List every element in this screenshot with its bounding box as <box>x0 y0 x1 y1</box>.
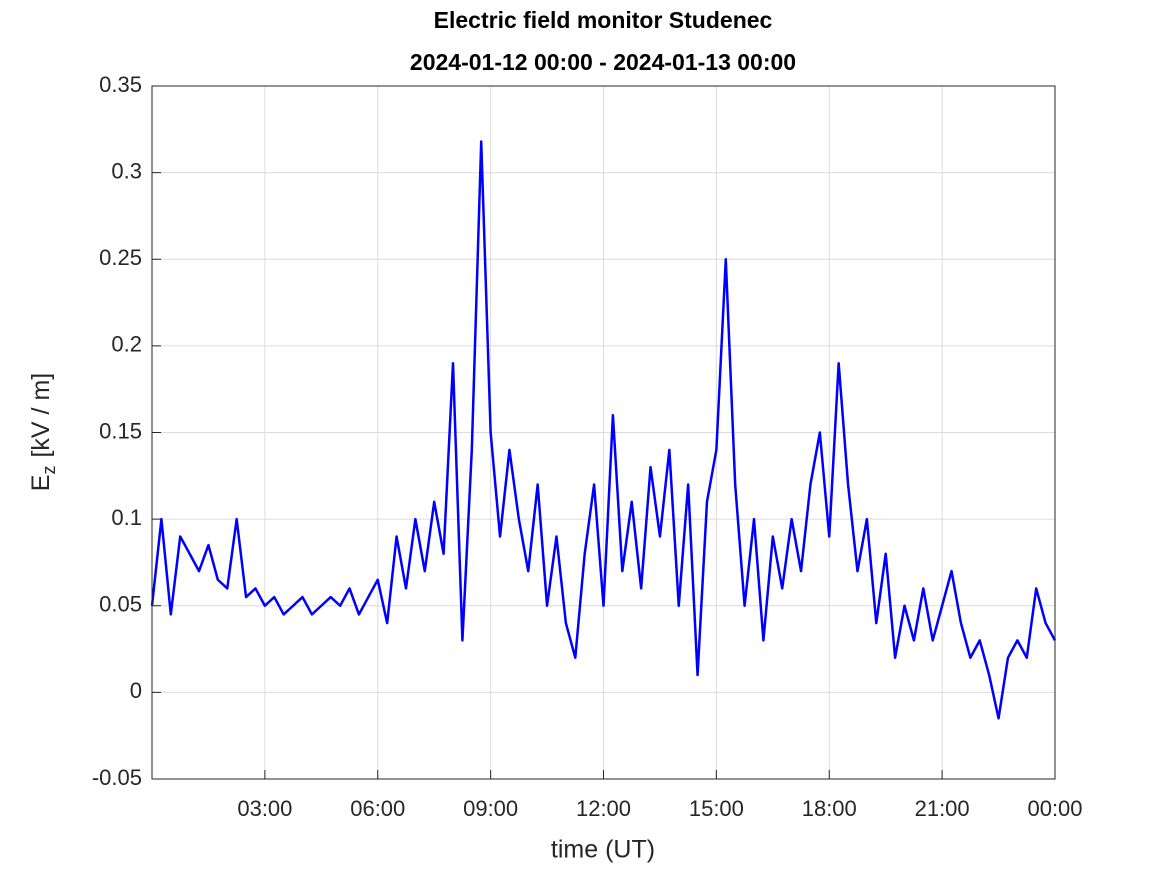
plot-area <box>150 140 1057 720</box>
axes-box <box>151 85 1056 780</box>
y-tick-label: -0.05 <box>92 765 142 790</box>
y-tick-label: 0.1 <box>111 505 142 530</box>
chart-title: Electric field monitor Studenec <box>434 7 773 33</box>
y-label-subscript: z <box>39 466 59 475</box>
y-label-unit: [kV / m] <box>27 373 55 458</box>
x-tick-label: 15:00 <box>689 796 744 821</box>
y-tick-label: 0.3 <box>111 158 142 183</box>
x-tick-label: 03:00 <box>237 796 292 821</box>
y-label-symbol: E <box>27 475 55 492</box>
y-tick-label: 0.25 <box>99 245 142 270</box>
x-tick-label: 12:00 <box>576 796 631 821</box>
y-tick-label: 0.05 <box>99 592 142 617</box>
x-tick-label: 21:00 <box>915 796 970 821</box>
y-tick-label: 0.15 <box>99 418 142 443</box>
y-tick-label: 0.2 <box>111 332 142 357</box>
x-tick-label: 09:00 <box>463 796 518 821</box>
chart-subtitle: 2024-01-12 00:00 - 2024-01-13 00:00 <box>410 49 796 75</box>
y-tick-label: 0.35 <box>99 72 142 97</box>
x-tick-label: 18:00 <box>802 796 857 821</box>
data-line <box>150 140 1057 720</box>
x-tick-label: 00:00 <box>1027 796 1082 821</box>
y-tick-label: 0 <box>130 678 142 703</box>
y-axis-label: Ez [kV / m] <box>27 373 59 491</box>
x-tick-label: 06:00 <box>350 796 405 821</box>
x-axis-label: time (UT) <box>551 836 655 864</box>
